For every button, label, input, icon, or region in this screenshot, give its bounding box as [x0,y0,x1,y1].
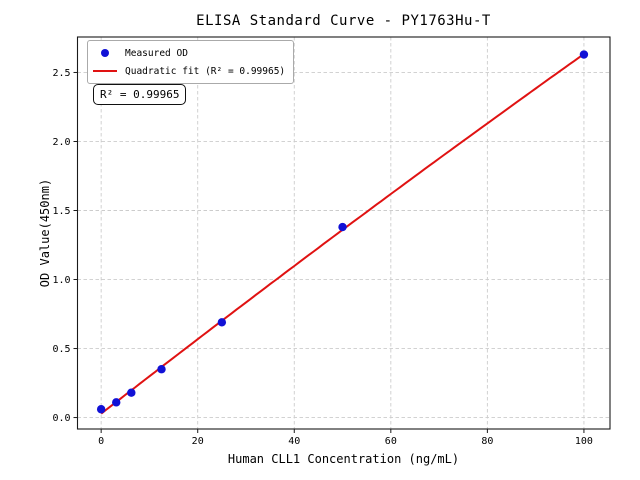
y-tick-label: 0.5 [52,344,70,355]
y-axis-label: OD Value(450nm) [38,178,52,288]
x-tick-label: 60 [385,436,397,447]
legend-handle [93,69,117,73]
x-tick-label: 80 [481,436,493,447]
data-point [127,388,136,397]
legend-label: Measured OD [125,47,188,59]
legend-item-quadratic-fit: Quadratic fit (R² = 0.99965) [93,63,285,79]
y-tick-label: 2.5 [52,68,70,79]
data-point [96,405,106,414]
plot-border [76,36,611,430]
x-tick-label: 0 [98,436,104,447]
y-tick-label: 1.0 [52,275,70,286]
y-tick-label: 2.0 [52,137,70,148]
scatter-marker-icon [101,49,109,57]
fit-line-icon [93,69,117,73]
legend-label: Quadratic fit (R² = 0.99965) [125,65,286,77]
x-tick-label: 100 [575,436,593,447]
legend-handle [93,49,117,57]
x-axis-label: Human CLL1 Concentration (ng/mL) [227,452,460,466]
chart-title: ELISA Standard Curve - PY1763Hu-T [196,13,491,29]
data-point [157,365,166,374]
y-tick-label: 1.5 [52,206,70,217]
legend-item-measured-od: Measured OD [93,45,285,61]
r-squared-annotation: R² = 0.99965 [93,84,187,105]
x-tick-label: 40 [288,436,300,447]
data-point [217,318,227,327]
data-point [112,398,121,407]
quadratic-fit-line [100,53,585,415]
data-point [338,222,347,232]
y-tick-label: 0.0 [52,413,70,424]
x-tick-label: 20 [192,436,204,447]
data-point [579,50,589,59]
legend: Measured OD Quadratic fit (R² = 0.99965) [87,40,295,84]
